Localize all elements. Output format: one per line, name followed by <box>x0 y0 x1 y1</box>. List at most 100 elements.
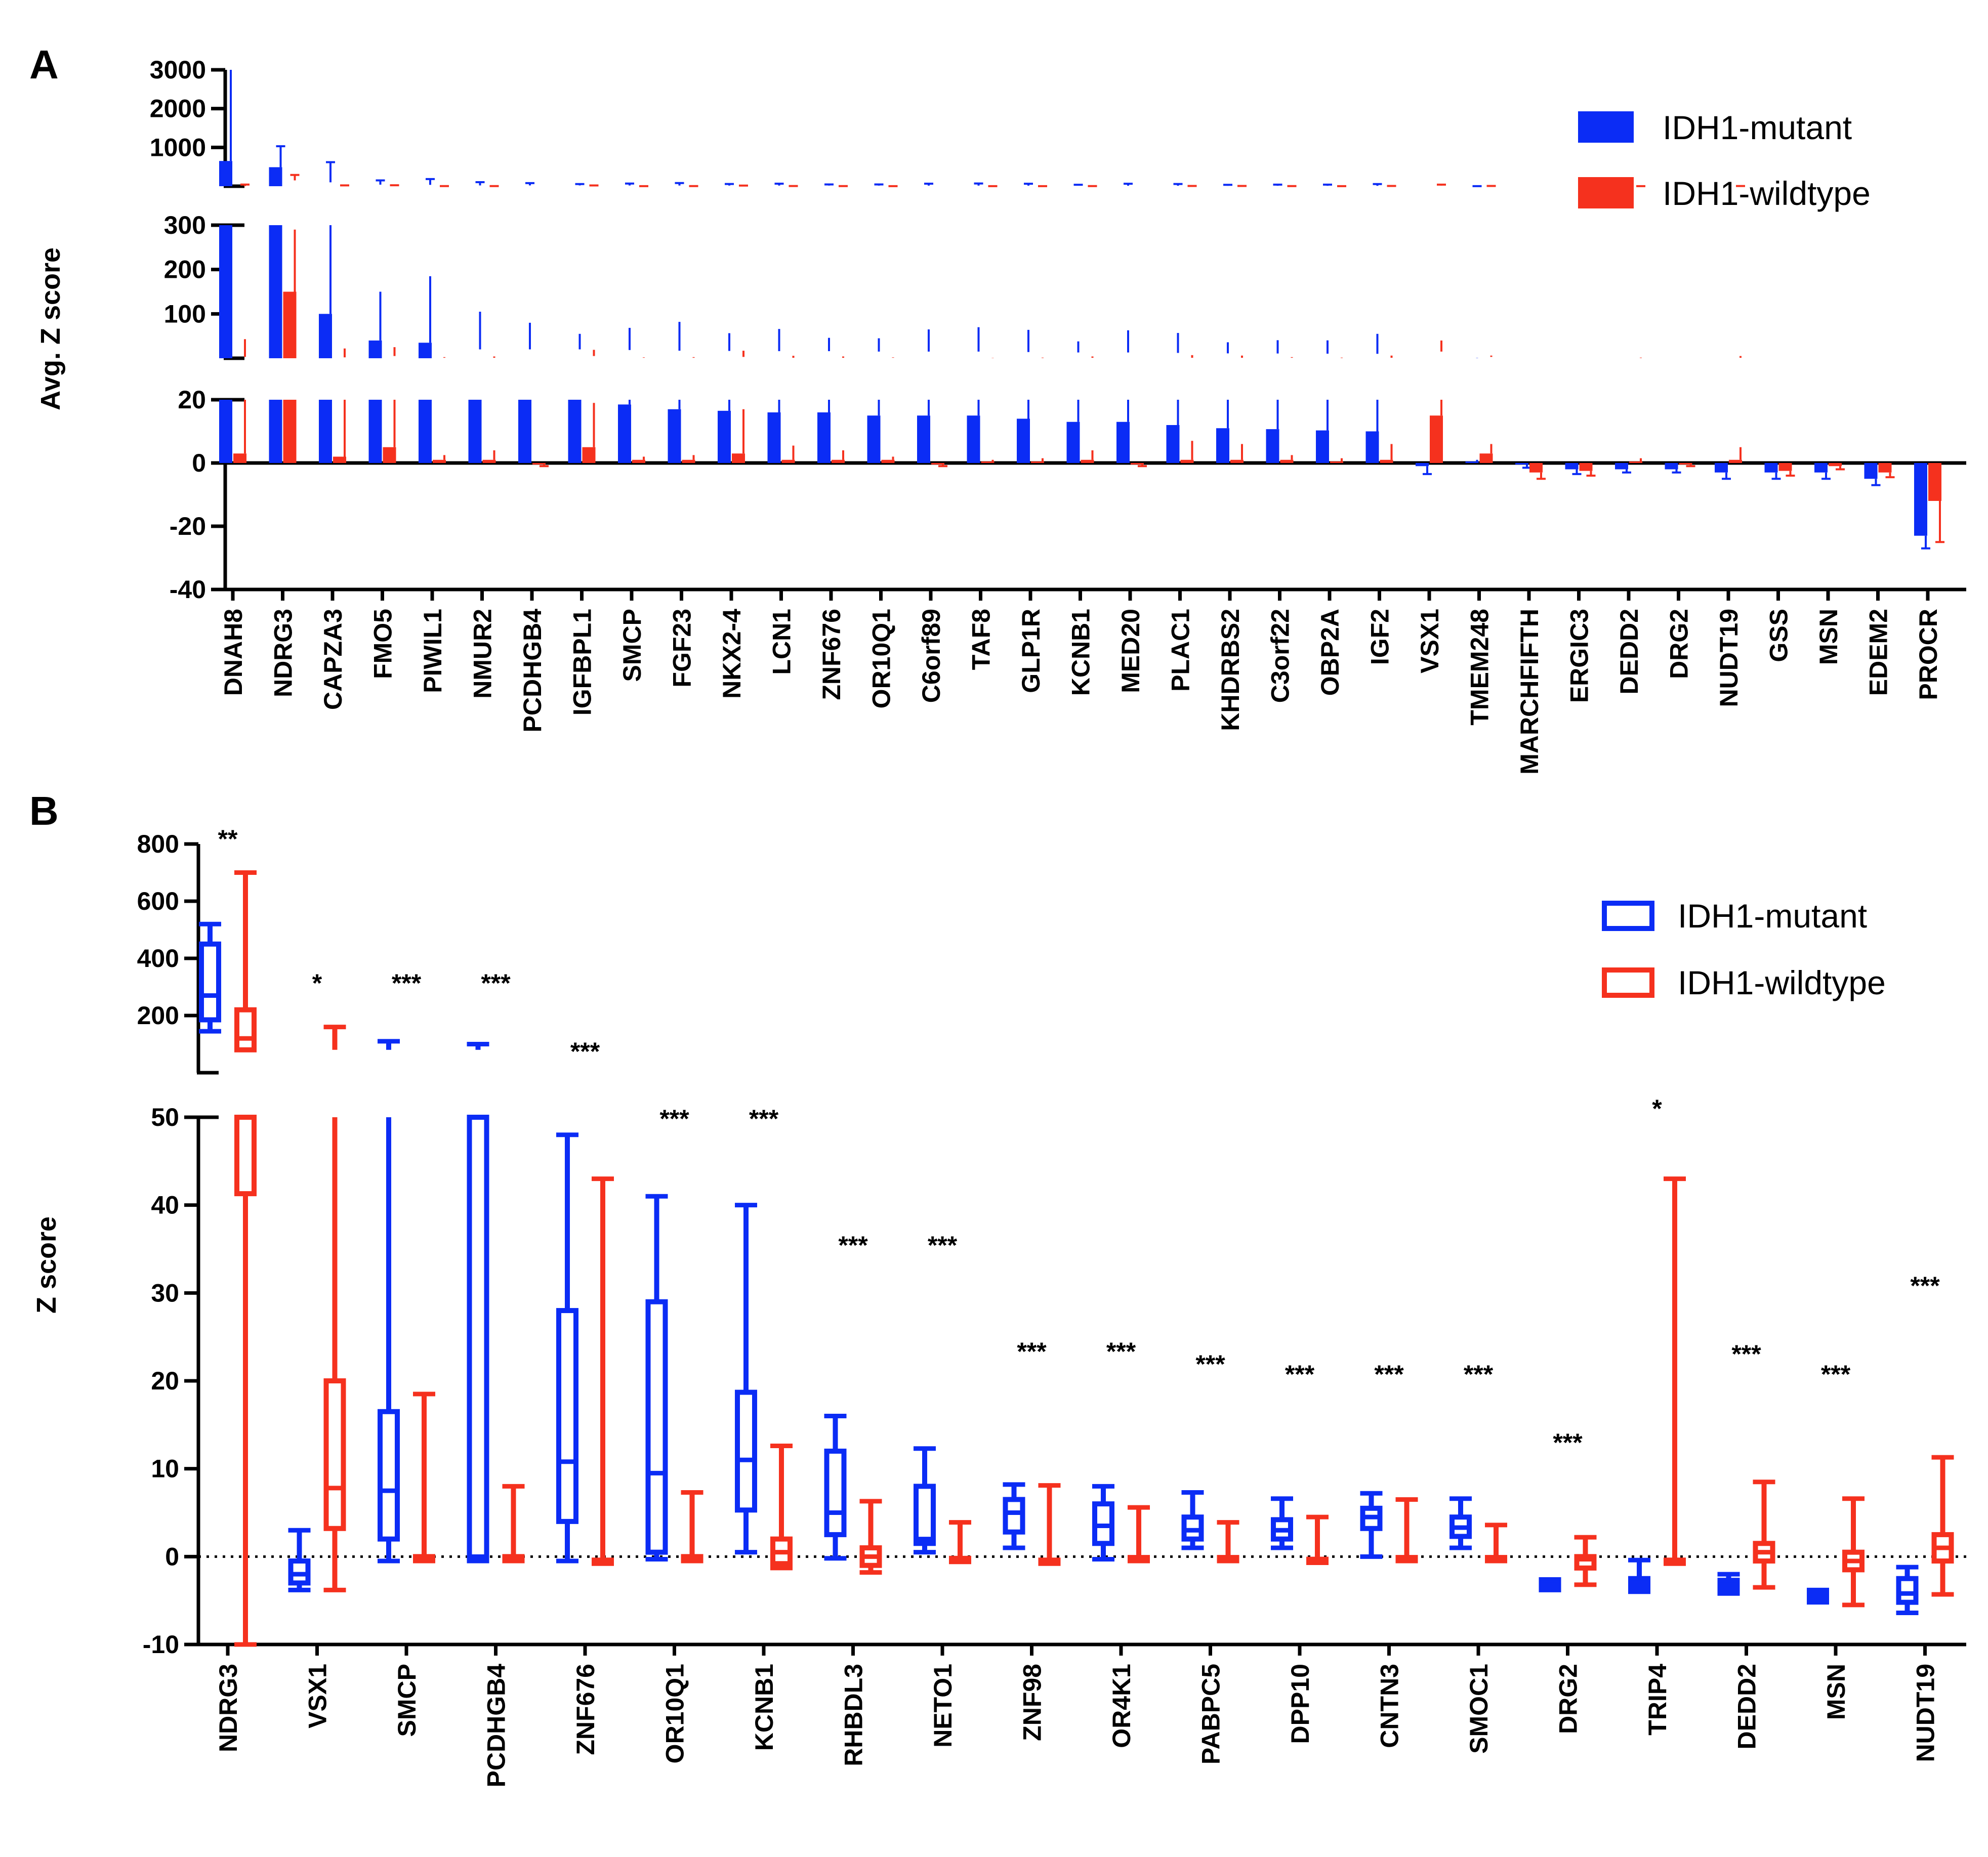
panel-b-y-tick-label: 0 <box>165 1542 179 1571</box>
panel-b-box-mutant-pcdhgb4 <box>467 1115 489 1561</box>
panel-a-y-tick-label: 300 <box>164 211 206 239</box>
panel-b-significance-neto1: *** <box>928 1231 958 1259</box>
panel-b-box-mutant-neto1 <box>914 1484 936 1546</box>
panel-a-legend-swatch-idh1-wildtype <box>1578 177 1634 208</box>
panel-a-y-tick-label: 200 <box>164 256 206 284</box>
panel-a-bar-wildtype-vsx1 <box>1430 415 1443 463</box>
panel-b-category-label-msn: MSN <box>1822 1664 1850 1720</box>
panel-a-bar-wildtype-edem2 <box>1878 463 1892 473</box>
panel-b-box-wildtype-ndrg3 <box>234 1115 257 1197</box>
panel-a-legend-label-idh1-mutant: IDH1-mutant <box>1663 109 1852 146</box>
panel-a-category-label-tmem248: TMEM248 <box>1466 609 1494 726</box>
panel-a-bar-mutant-lcn1 <box>767 412 781 463</box>
panel-a-category-label-nudt19: NUDT19 <box>1715 609 1743 707</box>
panel-b-category-label-rhbdl3: RHBDL3 <box>840 1664 868 1766</box>
panel-a-category-label-gss: GSS <box>1765 609 1793 662</box>
panel-a-bar-wildtype-or10q1 <box>881 459 895 463</box>
panel-b-y-tick-label: 40 <box>151 1191 179 1219</box>
panel-a-category-label-nmur2: NMUR2 <box>469 609 497 699</box>
panel-a-bar-wildtype-ndrg3 <box>283 400 297 463</box>
panel-a-category-label-capza3: CAPZA3 <box>319 609 347 710</box>
panel-b-box-mutant-nudt19 <box>1896 1576 1919 1605</box>
panel-b-significance-ndrg3: ** <box>218 825 238 853</box>
panel-a-category-label-igfbpl1: IGFBPL1 <box>568 609 597 715</box>
panel-a-letter: A <box>29 42 59 87</box>
panel-a-bar-mutant-vsx1 <box>1416 463 1429 467</box>
panel-a-bar-wildtype-gss <box>1778 463 1792 471</box>
panel-a-bar-wildtype-drg2 <box>1679 463 1692 465</box>
panel-b-category-label-pcdhgb4: PCDHGB4 <box>482 1664 511 1788</box>
panel-a-bar-mutant-fmo5 <box>368 340 382 358</box>
panel-a-bar-mutant-capza3 <box>319 400 332 463</box>
panel-b-category-label-znf676: ZNF676 <box>571 1664 600 1755</box>
panel-b-significance-znf676: *** <box>570 1037 600 1066</box>
panel-b-box-mutant-rhbdl3 <box>824 1448 847 1537</box>
panel-a-bar-wildtype-dnah8 <box>233 453 246 463</box>
panel-a-bar-wildtype-khdrbs2 <box>1230 459 1244 463</box>
panel-b-category-label-trip4: TRIP4 <box>1643 1664 1672 1736</box>
panel-a-bar-mutant-dnah8 <box>219 400 232 463</box>
panel-a-category-label-procr: PROCR <box>1914 609 1942 700</box>
panel-b-significance-pabpc5: *** <box>1195 1350 1225 1378</box>
panel-a-bar-mutant-smcp <box>618 404 631 463</box>
panel-a-y-axis-label: Avg. Z score <box>35 247 66 410</box>
panel-a-bar-mutant-dedd2 <box>1615 463 1628 470</box>
panel-a-bar-wildtype-igfbpl1 <box>582 447 596 463</box>
panel-a-bar-wildtype-med20 <box>1131 463 1144 465</box>
panel-a-bar-mutant-dnah8 <box>219 161 232 186</box>
panel-a-bar-wildtype-c6orf89 <box>931 463 944 465</box>
panel-a-category-label-plac1: PLAC1 <box>1167 609 1195 692</box>
panel-b-category-label-cntn3: CNTN3 <box>1376 1664 1404 1748</box>
panel-a-category-label-msn: MSN <box>1814 609 1843 665</box>
panel-b-legend-label-idh1-wildtype: IDH1-wildtype <box>1678 964 1886 1001</box>
panel-a-bar-mutant-c6orf89 <box>917 415 930 463</box>
panel-a-bar-mutant-taf8 <box>967 415 980 463</box>
panel-a-category-label-c6orf89: C6orf89 <box>917 609 945 703</box>
panel-a-bar-mutant-drg2 <box>1665 463 1678 470</box>
panel-b-y-tick-label: 30 <box>151 1279 179 1307</box>
panel-b-box-mutant-kcnb1 <box>735 1389 757 1513</box>
panel-a-bar-mutant-or10q1 <box>867 415 881 463</box>
panel-b-legend-label-idh1-mutant: IDH1-mutant <box>1678 897 1867 935</box>
panel-a-bar-wildtype-pcdhgb4 <box>532 463 546 465</box>
panel-b-box-wildtype-vsx1 <box>323 1378 346 1531</box>
panel-b-category-label-dedd2: DEDD2 <box>1733 1664 1761 1749</box>
panel-a-bar-wildtype-obp2a <box>1330 461 1343 463</box>
panel-b-significance-nudt19: *** <box>1910 1272 1940 1300</box>
panel-b-category-label-dpp10: DPP10 <box>1286 1664 1314 1744</box>
panel-b-significance-smoc1: *** <box>1464 1360 1494 1388</box>
panel-a-category-label-znf676: ZNF676 <box>817 609 846 700</box>
panel-a-bar-mutant-glp1r <box>1017 418 1030 463</box>
panel-a-bar-mutant-marchfifth <box>1515 463 1528 465</box>
panel-a-bar-wildtype-nmur2 <box>482 459 496 463</box>
panel-a-bar-mutant-med20 <box>1116 421 1130 463</box>
panel-a-bar-wildtype-znf676 <box>832 459 845 463</box>
panel-b-legend-swatch-idh1-wildtype <box>1602 967 1654 998</box>
panel-a-bar-wildtype-plac1 <box>1180 459 1194 463</box>
panel-b-box-mutant-ndrg3 <box>199 941 221 1023</box>
panel-a-y-tick-label: 1000 <box>150 133 206 161</box>
panel-a-bar-wildtype-nudt19 <box>1729 459 1742 463</box>
panel-b-y-tick-label: 600 <box>137 887 179 915</box>
panel-b-category-label-vsx1: VSX1 <box>304 1664 332 1728</box>
panel-a-category-label-lcn1: LCN1 <box>768 609 796 675</box>
panel-a-bar-mutant-edem2 <box>1864 463 1878 479</box>
panel-a-bar-mutant-ndrg3 <box>269 225 282 358</box>
panel-a-bar-wildtype-msn <box>1829 463 1842 467</box>
panel-a-bar-mutant-igfbpl1 <box>568 400 582 463</box>
panel-a-category-label-khdrbs2: KHDRBS2 <box>1216 609 1245 731</box>
panel-a-bar-mutant-znf676 <box>817 412 831 463</box>
panel-b-category-label-smoc1: SMOC1 <box>1465 1664 1493 1754</box>
panel-a-bar-mutant-piwil1 <box>419 343 432 358</box>
panel-b-y-tick-label: 800 <box>137 830 179 858</box>
panel-b-significance-vsx1: * <box>312 969 322 997</box>
panel-a-category-label-fmo5: FMO5 <box>369 609 397 679</box>
panel-a-bar-wildtype-procr <box>1928 463 1941 501</box>
panel-a-category-label-pcdhgb4: PCDHGB4 <box>518 609 547 733</box>
panel-a-category-label-dnah8: DNAH8 <box>219 609 247 696</box>
panel-b-y-tick-label: 200 <box>137 1001 179 1030</box>
panel-b-box-wildtype-ndrg3 <box>234 1007 257 1052</box>
panel-a-category-label-taf8: TAF8 <box>967 609 996 670</box>
panel-b-significance-rhbdl3: *** <box>838 1231 868 1259</box>
panel-a-category-label-nkx2-4: NKX2-4 <box>718 609 746 699</box>
